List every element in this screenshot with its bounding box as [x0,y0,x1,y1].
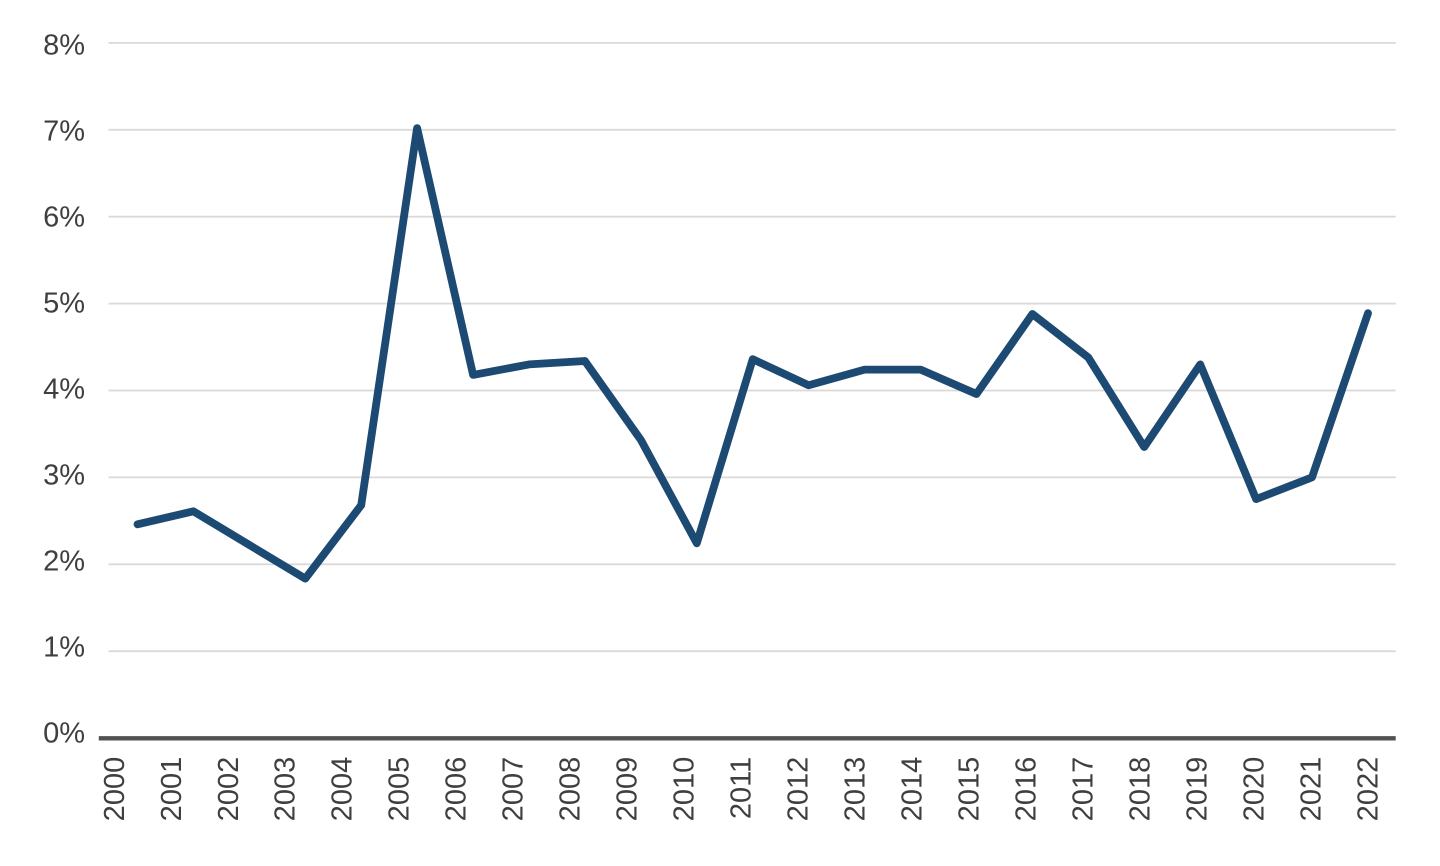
svg-text:4%: 4% [43,374,85,406]
svg-text:2010: 2010 [669,757,701,822]
svg-text:2002: 2002 [213,757,245,822]
svg-text:2%: 2% [43,546,85,578]
svg-text:2008: 2008 [555,757,587,822]
svg-text:2016: 2016 [1011,757,1043,822]
svg-text:3%: 3% [43,460,85,492]
svg-text:2014: 2014 [897,757,929,822]
svg-text:2018: 2018 [1124,757,1156,822]
svg-text:8%: 8% [43,30,85,62]
svg-text:2022: 2022 [1352,757,1384,822]
svg-text:2009: 2009 [612,757,644,822]
svg-text:1%: 1% [43,632,85,664]
svg-text:2006: 2006 [441,757,473,822]
svg-text:2005: 2005 [384,757,416,822]
svg-text:0%: 0% [43,718,85,750]
svg-text:2003: 2003 [270,757,302,822]
svg-text:2011: 2011 [726,757,758,819]
svg-text:2000: 2000 [99,757,131,822]
svg-text:2013: 2013 [840,757,872,822]
svg-text:2020: 2020 [1238,757,1270,822]
svg-text:2007: 2007 [498,757,530,822]
svg-text:5%: 5% [43,288,85,320]
svg-text:2001: 2001 [156,757,188,822]
svg-text:7%: 7% [43,116,85,148]
svg-text:6%: 6% [43,202,85,234]
svg-text:2012: 2012 [783,757,815,822]
svg-text:2017: 2017 [1068,757,1100,822]
svg-text:2021: 2021 [1295,757,1327,822]
svg-text:2004: 2004 [327,757,359,822]
svg-text:2015: 2015 [954,757,986,822]
svg-text:2019: 2019 [1181,757,1213,822]
